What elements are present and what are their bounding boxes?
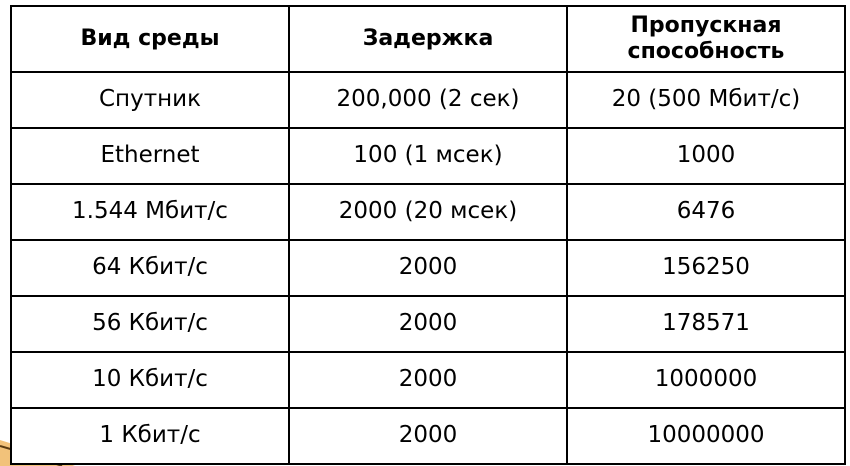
cell-bandwidth: 156250 <box>566 239 846 297</box>
cell-medium: 56 Кбит/с <box>10 295 290 353</box>
table-row: 56 Кбит/с 2000 178571 <box>10 295 846 353</box>
header-bandwidth: Пропускная способность <box>566 5 846 73</box>
table-row: 1.544 Мбит/с 2000 (20 мсек) 6476 <box>10 183 846 241</box>
cell-latency: 2000 <box>288 295 568 353</box>
cell-latency: 2000 <box>288 351 568 409</box>
cell-medium: 1.544 Мбит/с <box>10 183 290 241</box>
latency-bandwidth-table: Вид среды Задержка Пропускная способност… <box>10 5 846 465</box>
cell-bandwidth: 1000000 <box>566 351 846 409</box>
cell-latency: 2000 <box>288 239 568 297</box>
cell-bandwidth: 10000000 <box>566 407 846 465</box>
cell-medium: 64 Кбит/с <box>10 239 290 297</box>
cell-bandwidth: 178571 <box>566 295 846 353</box>
table-header-row: Вид среды Задержка Пропускная способност… <box>10 5 846 73</box>
cell-bandwidth: 20 (500 Мбит/с) <box>566 71 846 129</box>
table-row: Спутник 200,000 (2 сек) 20 (500 Мбит/с) <box>10 71 846 129</box>
cell-medium: Ethernet <box>10 127 290 185</box>
table-row: 1 Кбит/с 2000 10000000 <box>10 407 846 465</box>
table-row: Ethernet 100 (1 мсек) 1000 <box>10 127 846 185</box>
cell-bandwidth: 1000 <box>566 127 846 185</box>
cell-latency: 2000 (20 мсек) <box>288 183 568 241</box>
cell-medium: 1 Кбит/с <box>10 407 290 465</box>
table-row: 10 Кбит/с 2000 1000000 <box>10 351 846 409</box>
cell-latency: 200,000 (2 сек) <box>288 71 568 129</box>
table-row: 64 Кбит/с 2000 156250 <box>10 239 846 297</box>
header-medium-type: Вид среды <box>10 5 290 73</box>
header-latency: Задержка <box>288 5 568 73</box>
cell-medium: Спутник <box>10 71 290 129</box>
cell-latency: 2000 <box>288 407 568 465</box>
cell-bandwidth: 6476 <box>566 183 846 241</box>
cell-medium: 10 Кбит/с <box>10 351 290 409</box>
cell-latency: 100 (1 мсек) <box>288 127 568 185</box>
